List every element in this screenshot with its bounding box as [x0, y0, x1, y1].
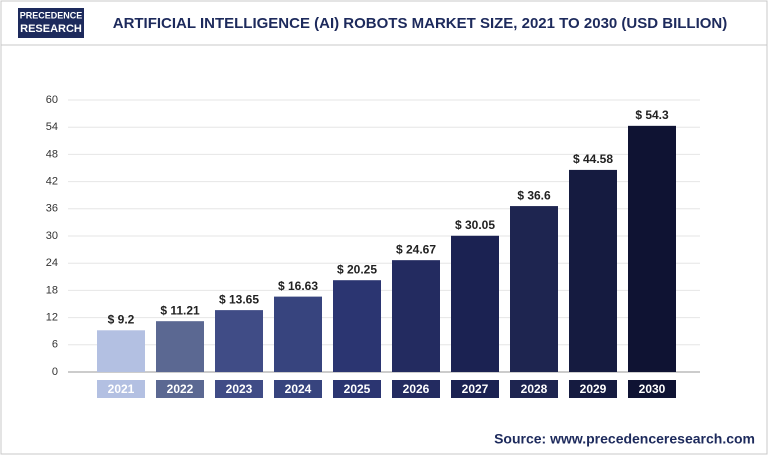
data-label: $ 20.25 — [337, 262, 377, 276]
x-tick-box — [569, 380, 617, 398]
data-label: $ 13.65 — [219, 292, 259, 306]
data-label: $ 44.58 — [573, 152, 613, 166]
x-tick-box — [215, 380, 263, 398]
data-label: $ 9.2 — [108, 312, 135, 326]
y-tick-label: 48 — [46, 148, 58, 160]
x-tick-box — [97, 380, 145, 398]
y-tick-label: 12 — [46, 312, 58, 324]
x-tick-label: 2024 — [285, 382, 312, 396]
y-tick-label: 42 — [46, 176, 58, 188]
data-label: $ 16.63 — [278, 279, 318, 293]
x-tick-box — [628, 380, 676, 398]
y-tick-label: 18 — [46, 284, 58, 296]
bar — [569, 169, 617, 372]
data-label: $ 36.6 — [517, 188, 551, 202]
logo-box — [18, 8, 84, 38]
x-tick-label: 2028 — [521, 382, 548, 396]
bar — [333, 280, 381, 372]
x-tick-label: 2029 — [580, 382, 607, 396]
y-tick-label: 54 — [46, 121, 58, 133]
x-tick-label: 2026 — [403, 382, 430, 396]
bar — [97, 330, 145, 372]
bar — [274, 296, 322, 372]
y-tick-label: 60 — [46, 94, 58, 106]
data-label: $ 30.05 — [455, 218, 495, 232]
y-tick-label: 0 — [52, 366, 58, 378]
y-tick-label: 6 — [52, 339, 58, 351]
y-tick-label: 24 — [46, 257, 58, 269]
x-tick-box — [510, 380, 558, 398]
x-tick-label: 2022 — [167, 382, 194, 396]
bar — [628, 125, 676, 372]
bar — [215, 310, 263, 372]
x-tick-label: 2030 — [639, 382, 666, 396]
chart-title: ARTIFICIAL INTELLIGENCE (AI) ROBOTS MARK… — [113, 15, 728, 32]
bar — [392, 260, 440, 372]
data-label: $ 11.21 — [160, 303, 200, 317]
y-tick-label: 30 — [46, 230, 58, 242]
x-tick-box — [274, 380, 322, 398]
x-tick-label: 2023 — [226, 382, 253, 396]
bar — [451, 235, 499, 372]
x-tick-label: 2021 — [108, 382, 135, 396]
source: Source: www.precedenceresearch.com — [494, 431, 755, 447]
x-tick-box — [333, 380, 381, 398]
data-label: $ 24.67 — [396, 242, 436, 256]
data-label: $ 54.3 — [635, 108, 669, 122]
x-tick-box — [451, 380, 499, 398]
logo-text: PRECEDENCE — [20, 10, 83, 20]
bar — [510, 206, 558, 372]
x-tick-box — [392, 380, 440, 398]
x-tick-label: 2027 — [462, 382, 489, 396]
x-tick-box — [156, 380, 204, 398]
bar — [156, 321, 204, 372]
x-tick-label: 2025 — [344, 382, 371, 396]
y-tick-label: 36 — [46, 203, 58, 215]
logo-text: RESEARCH — [20, 23, 82, 35]
